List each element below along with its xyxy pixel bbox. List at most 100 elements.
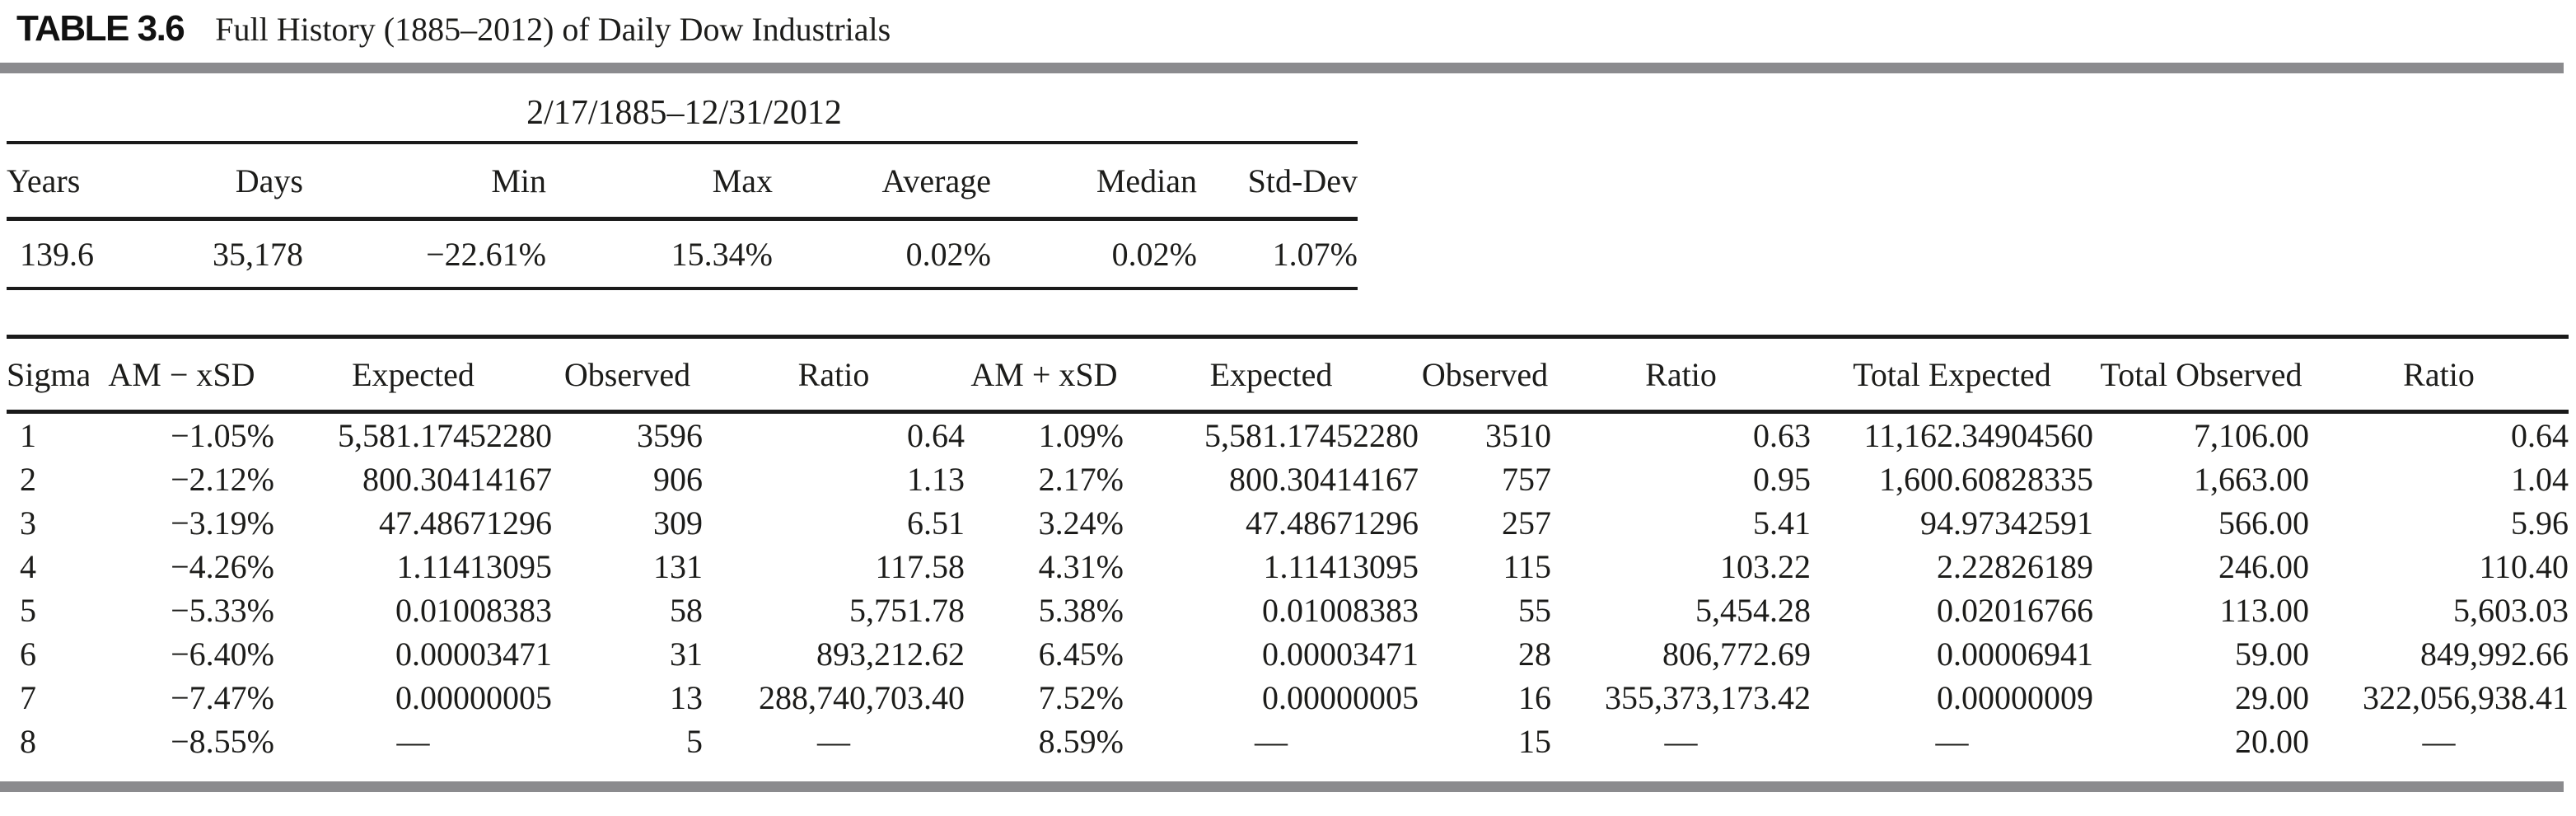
- table-cell: 6: [20, 635, 36, 673]
- table-cell: 58: [670, 592, 703, 629]
- column-header: Days: [235, 162, 303, 199]
- table-cell: —: [396, 723, 430, 760]
- table-cell: −6.40%: [171, 635, 274, 673]
- table-cell: 8.59%: [1038, 723, 1124, 760]
- table-cell: 3510: [1485, 417, 1551, 454]
- table-cell: 0.01008383: [1262, 592, 1419, 629]
- top-divider-bar: [0, 63, 2564, 73]
- table-cell: 7,106.00: [2194, 417, 2309, 454]
- column-header: Ratio: [797, 355, 870, 393]
- table-cell: 31: [670, 635, 703, 673]
- table-cell: 0.02%: [905, 235, 991, 273]
- table-cell: 35,178: [213, 235, 303, 273]
- table-cell: —: [2422, 723, 2456, 760]
- column-header: Observed: [1421, 355, 1549, 393]
- table-cell: 103.22: [1720, 548, 1811, 585]
- table-cell: 0.00003471: [1262, 635, 1419, 673]
- column-header: Median: [1096, 162, 1197, 199]
- table-cell: 800.30414167: [1229, 461, 1419, 498]
- table-cell: −4.26%: [171, 548, 274, 585]
- column-header: Total Expected: [1853, 355, 2051, 393]
- table-row: 4 −4.26% 1.11413095 131 117.58 4.31% 1.1141309…: [7, 545, 2569, 589]
- table-cell: 113.00: [2219, 592, 2309, 629]
- sigma-table: Sigma AM − xSD Expected Observed Ratio AM + x…: [7, 335, 2569, 763]
- table-cell: −8.55%: [171, 723, 274, 760]
- table-cell: 1.07%: [1272, 235, 1358, 273]
- table-cell: 1: [20, 417, 36, 454]
- table-row: 6 −6.40% 0.00003471 31 893,212.62 6.45% 0.0000…: [7, 632, 2569, 676]
- table-cell: 906: [653, 461, 703, 498]
- table-cell: 16: [1518, 679, 1551, 716]
- table-cell: −1.05%: [171, 417, 274, 454]
- table-cell: 59.00: [2235, 635, 2309, 673]
- table-cell: 5.96: [2511, 504, 2569, 542]
- table-cell: 246.00: [2218, 548, 2309, 585]
- table-cell: 1.09%: [1038, 417, 1124, 454]
- table-cell: 355,373,173.42: [1605, 679, 1811, 716]
- period-heading: 2/17/1885–12/31/2012: [526, 94, 842, 132]
- table-cell: 131: [653, 548, 703, 585]
- table-cell: 2.22826189: [1937, 548, 2093, 585]
- table-cell: 47.48671296: [379, 504, 552, 542]
- table-cell: 117.58: [875, 548, 965, 585]
- table-cell: 110.40: [2479, 548, 2569, 585]
- table-cell: 5: [20, 592, 36, 629]
- table-cell: 55: [1518, 592, 1551, 629]
- table-cell: 0.00000005: [395, 679, 552, 716]
- table-cell: 15: [1518, 723, 1551, 760]
- table-cell: 849,992.66: [2420, 635, 2569, 673]
- column-header: Years: [7, 162, 81, 199]
- summary-header-row: Years Days Min Max Average Median Std-Dev: [7, 143, 1358, 219]
- table-row: 139.6 35,178 −22.61% 15.34% 0.02% 0.02% 1.07%: [7, 219, 1358, 289]
- column-header: AM + xSD: [970, 355, 1118, 393]
- table-cell: 0.02016766: [1937, 592, 2093, 629]
- table-cell: 29.00: [2235, 679, 2309, 716]
- table-cell: 5: [686, 723, 703, 760]
- table-cell: −5.33%: [171, 592, 274, 629]
- summary-body: 139.6 35,178 −22.61% 15.34% 0.02% 0.02% 1.07%: [7, 219, 1358, 289]
- table-cell: 5,751.78: [849, 592, 965, 629]
- column-header: Expected: [352, 355, 475, 393]
- table-cell: 0.64: [907, 417, 965, 454]
- table-cell: 13: [670, 679, 703, 716]
- column-header: Sigma: [7, 355, 89, 393]
- table-cell: 0.63: [1753, 417, 1811, 454]
- column-header: Observed: [563, 355, 691, 393]
- summary-section: 2/17/1885–12/31/2012 Years Days Min Max Aver…: [7, 93, 1362, 290]
- table-row: 1 −1.05% 5,581.17452280 3596 0.64 1.09% 5,581.…: [7, 412, 2569, 458]
- column-header: Max: [712, 162, 773, 199]
- table-cell: −2.12%: [171, 461, 274, 498]
- table-cell: −22.61%: [426, 235, 546, 273]
- table-cell: 115: [1503, 548, 1551, 585]
- table-row: 8 −8.55% — 5 — 8.59% — 15 — — 20.00 —: [7, 720, 2569, 763]
- table-cell: −3.19%: [171, 504, 274, 542]
- table-cell: 1.13: [907, 461, 965, 498]
- table-cell: 257: [1502, 504, 1551, 542]
- table-cell: 47.48671296: [1246, 504, 1419, 542]
- table-cell: 5,581.17452280: [1204, 417, 1419, 454]
- table-cell: −7.47%: [171, 679, 274, 716]
- table-cell: 7.52%: [1038, 679, 1124, 716]
- table-cell: 1.04: [2511, 461, 2569, 498]
- table-cell: 288,740,703.40: [759, 679, 965, 716]
- sigma-body: 1 −1.05% 5,581.17452280 3596 0.64 1.09% 5,581.…: [7, 412, 2569, 764]
- table-cell: 3596: [637, 417, 703, 454]
- table-cell: 4.31%: [1038, 548, 1124, 585]
- table-cell: 3: [20, 504, 36, 542]
- table-cell: 757: [1502, 461, 1551, 498]
- table-cell: —: [1664, 723, 1698, 760]
- table-cell: 0.95: [1753, 461, 1811, 498]
- bottom-divider-bar: [0, 781, 2564, 792]
- column-header: Average: [881, 162, 992, 199]
- column-header: Std-Dev: [1247, 162, 1358, 199]
- table-cell: —: [1255, 723, 1288, 760]
- column-header: AM − xSD: [108, 355, 255, 393]
- table-cell: 5.38%: [1038, 592, 1124, 629]
- column-header: Expected: [1209, 355, 1333, 393]
- table-cell: 566.00: [2218, 504, 2309, 542]
- table-cell: 28: [1518, 635, 1551, 673]
- table-row: 5 −5.33% 0.01008383 58 5,751.78 5.38% 0.010083…: [7, 589, 2569, 632]
- table-cell: 0.00003471: [395, 635, 552, 673]
- table-cell: 0.00000005: [1262, 679, 1419, 716]
